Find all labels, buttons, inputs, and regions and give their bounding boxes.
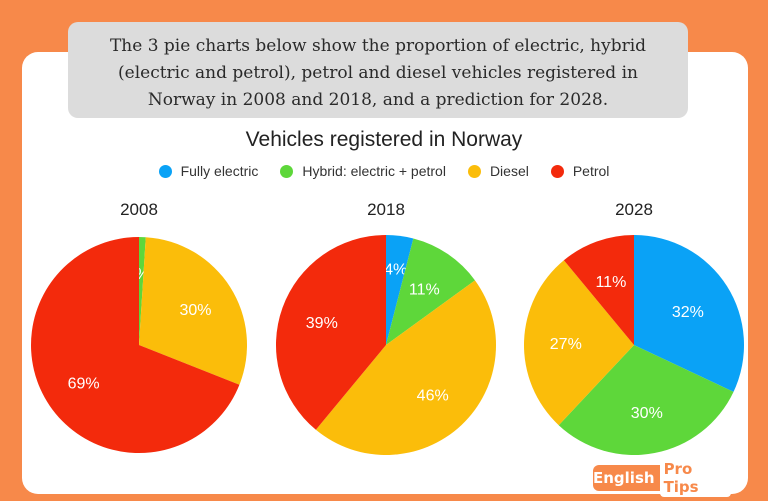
- pie-2028-label-petrol: 11%: [595, 274, 626, 291]
- pie-title-2028: 2028: [615, 200, 653, 219]
- pie-2018-label-hybrid-electric-petrol: 11%: [409, 282, 440, 299]
- intro-text: The 3 pie charts below show the proporti…: [68, 22, 688, 118]
- legend-dot-fully-electric: [158, 164, 172, 178]
- pie-2008-slice-hybrid-electric-petrol: [139, 236, 146, 345]
- pie-2018-label-diesel: 46%: [417, 388, 449, 405]
- pie-2018-label-petrol: 39%: [306, 315, 338, 332]
- legend-dot-diesel: [467, 164, 481, 178]
- pie-title-2008: 2008: [120, 200, 158, 219]
- pie-2028-slice-petrol: [563, 234, 634, 345]
- brand-logo: English Pro Tips: [593, 459, 731, 497]
- pie-2028-slice-fully-electric: [634, 235, 745, 392]
- pie-2028-label-hybrid-electric-petrol: 30%: [631, 405, 663, 422]
- pie-2018-slice-diesel: [315, 280, 497, 456]
- pie-2018-slice-fully-electric: [386, 235, 414, 345]
- legend-item-diesel: Diesel: [467, 163, 529, 179]
- pie-2008-label-diesel: 30%: [179, 302, 211, 319]
- pie-2018-label-fully-electric: 4%: [384, 262, 407, 279]
- legend-dot-petrol: [550, 164, 564, 178]
- pie-2008-slice-petrol: [31, 237, 240, 453]
- legend-label: Fully electric: [180, 163, 259, 179]
- pie-2028-label-diesel: 27%: [550, 336, 582, 353]
- chart-title: Vehicles registered in Norway: [245, 128, 523, 151]
- legend-label: Hybrid: electric + petrol: [302, 163, 446, 179]
- brand-text-pro-tips: Pro Tips: [659, 459, 731, 497]
- legend-item-fully-electric: Fully electric: [158, 163, 259, 179]
- pie-2028-slice-diesel: [523, 260, 634, 426]
- pie-2028-label-fully-electric: 32%: [672, 304, 704, 321]
- legend-item-petrol: Petrol: [550, 163, 610, 179]
- pie-2028-slice-hybrid-electric-petrol: [558, 345, 734, 456]
- pie-2008-slice-diesel: [139, 237, 248, 385]
- pie-2018-slice-petrol: [275, 235, 386, 430]
- legend-item-hybrid: Hybrid: electric + petrol: [280, 163, 446, 179]
- legend-dot-hybrid: [280, 164, 294, 178]
- pie-2008-label-petrol: 69%: [68, 376, 100, 393]
- legend: Fully electric Hybrid: electric + petrol…: [0, 161, 768, 181]
- brand-text-english: English: [593, 469, 655, 487]
- pie-2018-slice-hybrid-electric-petrol: [386, 238, 475, 345]
- pie-title-2018: 2018: [367, 200, 405, 219]
- legend-label: Petrol: [572, 163, 610, 179]
- legend-label: Diesel: [489, 163, 529, 179]
